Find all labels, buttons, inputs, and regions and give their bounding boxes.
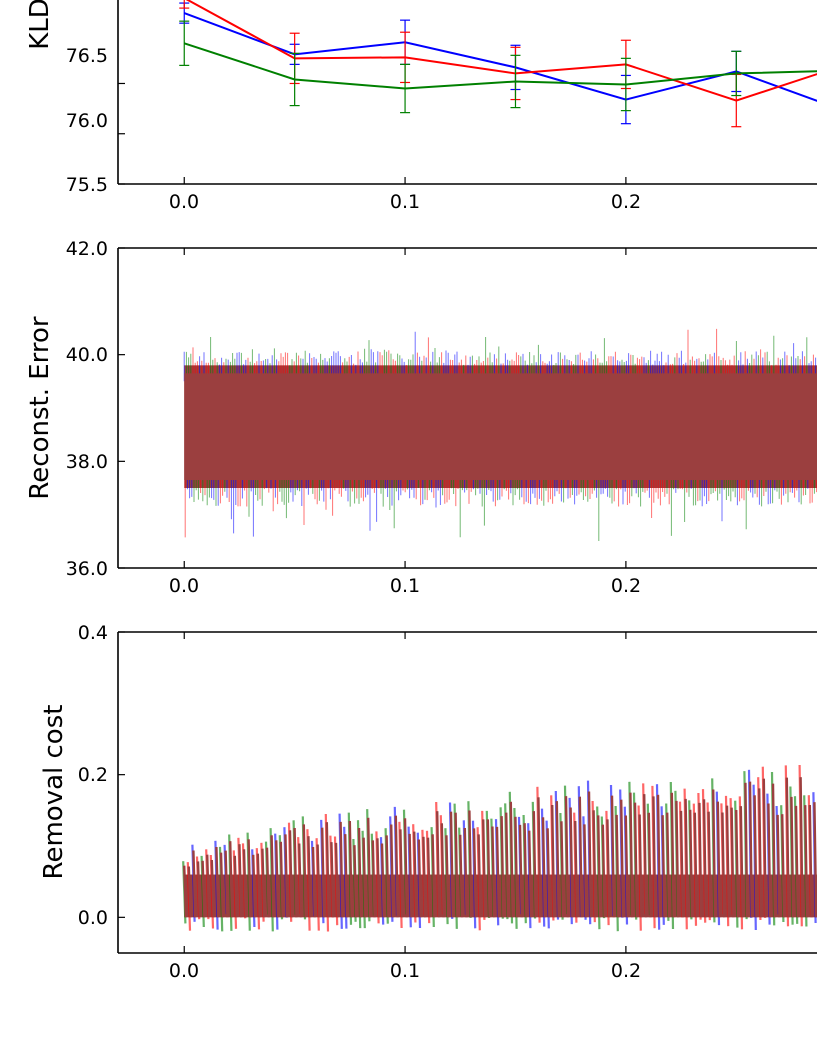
- reconst-error-xtick-label-2: 0.2: [611, 575, 641, 597]
- kld-ytick-label-1: 76.0: [66, 110, 108, 132]
- reconst-error-axes: [117, 247, 817, 569]
- kld-xtick-label-2: 0.2: [611, 191, 641, 213]
- removal-cost-ytick-label-2: 0.4: [78, 622, 108, 644]
- removal-cost-xtick-label-0: 0.0: [169, 960, 199, 982]
- kld-xtick-label-1: 0.1: [390, 191, 420, 213]
- reconst-error-noise-1: [184, 328, 817, 538]
- kld-xtick-label-0: 0.0: [169, 191, 199, 213]
- kld-axes: [117, 0, 817, 185]
- reconst-error-xtick-label-1: 0.1: [390, 575, 420, 597]
- removal-cost-xtick-label-1: 0.1: [390, 960, 420, 982]
- reconst-error-ytick-label-2: 40.0: [66, 344, 108, 366]
- removal-cost-ytick-label-1: 0.2: [78, 764, 108, 786]
- reconst-error-ytick-label-0: 36.0: [66, 558, 108, 580]
- reconst-error-band-core: [184, 373, 817, 480]
- panel-reconst-error: Reconst. Error 0.0 0.1 0.2 36.0 38.0 40.…: [25, 238, 817, 597]
- panel-removal-cost: Removal cost 0.0 0.1 0.2 0.0 0.2 0.4: [39, 622, 817, 982]
- removal-cost-ytick-label-0: 0.0: [78, 907, 108, 929]
- kld-ytick-label-2: 76.5: [66, 45, 108, 67]
- panel-kld: KLD 0.0 0.1 0.2 75.5 76.0 76.5: [25, 0, 817, 213]
- removal-cost-spikes-main: [183, 777, 817, 918]
- reconst-error-noise-2: [185, 335, 815, 541]
- reconst-error-ytick-label-3: 42.0: [66, 238, 108, 260]
- reconst-error-xtick-label-0: 0.0: [169, 575, 199, 597]
- kld-ylabel: KLD: [25, 0, 55, 50]
- reconst-error-noise-0: [183, 331, 817, 537]
- kld-plot-area: [179, 0, 817, 128]
- removal-cost-plot-area: [182, 764, 817, 932]
- reconst-error-ytick-label-1: 38.0: [66, 451, 108, 473]
- kld-series-line-1: [185, 0, 817, 102]
- reconst-error-ylabel: Reconst. Error: [25, 316, 55, 500]
- removal-cost-axes: [117, 631, 817, 954]
- removal-cost-ylabel: Removal cost: [39, 705, 69, 880]
- reconst-error-plot-area: [183, 328, 817, 541]
- kld-ytick-label-0: 75.5: [66, 174, 108, 196]
- removal-cost-xtick-label-2: 0.2: [611, 960, 641, 982]
